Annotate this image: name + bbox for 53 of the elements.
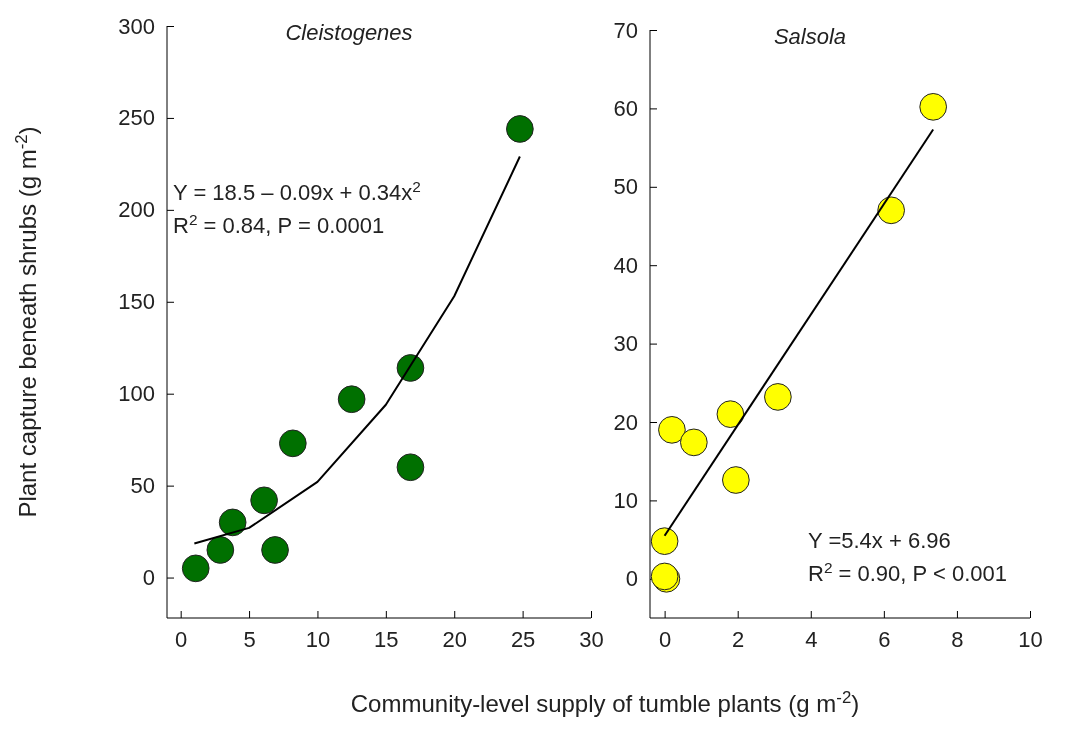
- point: [250, 486, 278, 515]
- y-tick-label: 20: [613, 409, 638, 435]
- x-tick-label: 25: [510, 627, 536, 653]
- chart-title: Salsola: [773, 24, 847, 49]
- x-tick-label: 10: [1018, 627, 1043, 653]
- point: [919, 93, 948, 121]
- point: [650, 527, 679, 555]
- point: [396, 354, 425, 382]
- point: [218, 508, 247, 537]
- x-tick-label: 10: [305, 627, 331, 653]
- x-tick-label: 2: [732, 627, 745, 653]
- point: [337, 385, 366, 414]
- y-tick-label: 250: [118, 105, 155, 131]
- x-tick-label: 6: [878, 627, 891, 653]
- annotation: R$^{2}$ = 0.90, P < 0.001: [808, 558, 1007, 586]
- point: [722, 466, 750, 494]
- point: [181, 554, 210, 583]
- point: [396, 453, 425, 482]
- y-tick-label: 70: [613, 17, 638, 43]
- point: [877, 196, 905, 225]
- chart-title: Cleistogenes: [285, 20, 413, 45]
- y-tick-label: 150: [118, 289, 155, 315]
- point: [716, 400, 745, 428]
- x-tick-label: 0: [658, 627, 672, 653]
- y-tick-label: 50: [613, 174, 638, 200]
- point: [506, 115, 534, 143]
- y-tick-label: 300: [118, 13, 155, 39]
- y-tick-label: 200: [118, 197, 155, 223]
- x-tick-label: 15: [374, 627, 399, 653]
- y-tick-label: 0: [142, 565, 155, 591]
- point: [764, 383, 792, 411]
- point: [206, 536, 235, 564]
- x-tick-label: 5: [243, 627, 256, 653]
- annotation: R$^{2}$ = 0.84, P = 0.0001: [173, 210, 385, 238]
- y-tick-label: 100: [118, 381, 155, 407]
- point: [680, 428, 708, 457]
- x-tick-label: 30: [579, 627, 604, 653]
- y-tick-label: 40: [613, 252, 638, 278]
- y-tick-label: 30: [613, 331, 638, 357]
- x-axis-title: Community-level supply of tumble plants (g m$^{-2}$): [350, 687, 860, 717]
- x-tick-label: 4: [805, 627, 818, 653]
- point: [278, 429, 307, 458]
- point: [261, 536, 289, 564]
- x-tick-label: 20: [442, 627, 467, 653]
- point: [658, 416, 686, 444]
- annotation: Y =5.4x + 6.96: [808, 528, 951, 553]
- y-tick-label: 0: [625, 566, 638, 592]
- y-tick-label: 10: [613, 487, 638, 513]
- x-tick-label: 0: [175, 627, 188, 653]
- y-tick-label: 50: [130, 473, 155, 499]
- x-tick-label: 8: [951, 627, 964, 653]
- annotation: Y = 18.5 – 0.09x + 0.34x$^{2}$: [173, 177, 421, 205]
- y-tick-label: 60: [613, 95, 638, 121]
